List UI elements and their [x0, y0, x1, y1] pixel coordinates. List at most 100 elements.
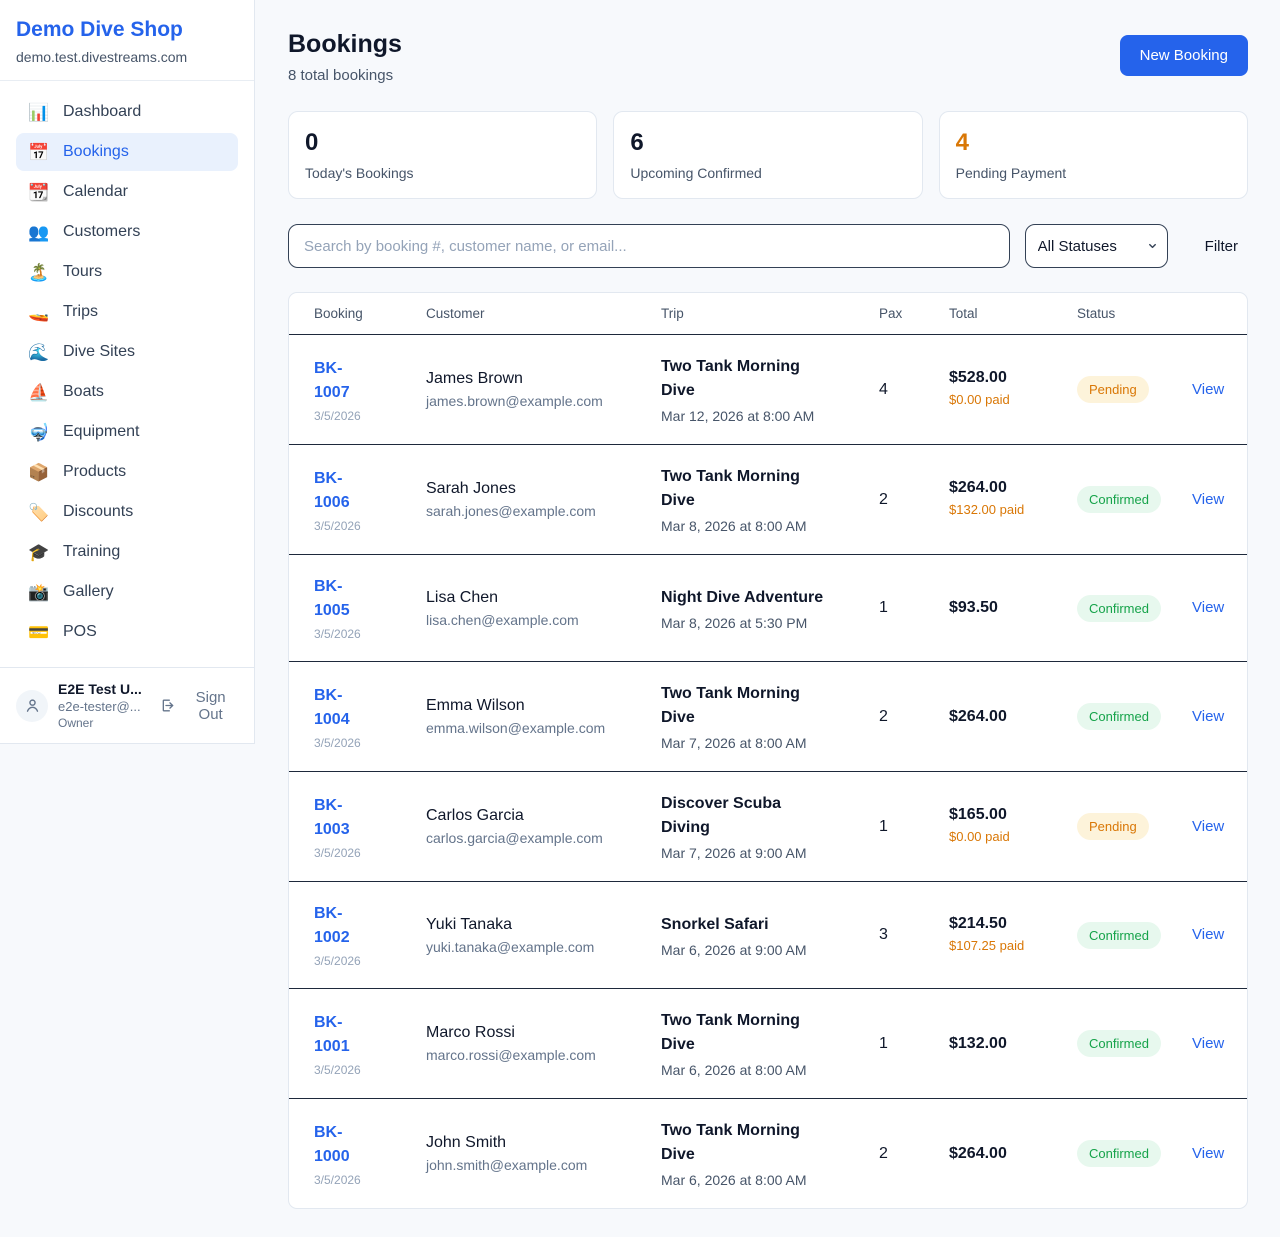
table-row: BK-1005 3/5/2026 Lisa Chen lisa.chen@exa…	[289, 555, 1247, 662]
paid-amount: $107.25 paid	[949, 937, 1025, 953]
view-link[interactable]: View	[1192, 1034, 1225, 1052]
trip-datetime: Mar 7, 2026 at 9:00 AM	[661, 845, 807, 861]
stat-label: Upcoming Confirmed	[630, 165, 762, 181]
sidebar-item-pos[interactable]: 💳 POS	[28, 622, 97, 642]
total-cell: $214.50 $107.25 paid	[949, 915, 1077, 956]
sidebar-item-bookings[interactable]: 📅 Bookings	[16, 133, 238, 171]
booking-cell: BK-1005 3/5/2026	[314, 575, 426, 641]
trip-cell: Two Tank Morning Dive Mar 12, 2026 at 8:…	[661, 355, 879, 424]
sidebar-item-discounts[interactable]: 🏷️ Discounts	[28, 502, 134, 522]
boats-icon: ⛵	[28, 382, 50, 402]
booking-id-link[interactable]: BK-1004	[314, 686, 350, 728]
sidebar-item-dive-sites[interactable]: 🌊 Dive Sites	[28, 342, 136, 362]
booking-cell: BK-1004 3/5/2026	[314, 684, 426, 750]
table-row: BK-1004 3/5/2026 Emma Wilson emma.wilson…	[289, 662, 1247, 772]
status-cell: Confirmed	[1077, 921, 1192, 949]
status-filter-select[interactable]: All Statuses	[1024, 224, 1168, 268]
booking-id-link[interactable]: BK-1001	[314, 1013, 350, 1055]
dive-sites-icon: 🌊	[28, 342, 50, 362]
trips-icon: 🚤	[28, 302, 50, 322]
shop-name: Demo Dive Shop	[16, 18, 183, 41]
view-link[interactable]: View	[1192, 490, 1225, 508]
sidebar-user-footer: E2E Test U... e2e-tester@... Owner Sign …	[0, 667, 254, 743]
filter-button[interactable]: Filter	[1199, 237, 1244, 256]
user-icon	[26, 699, 38, 712]
shop-domain: demo.test.divestreams.com	[16, 49, 188, 65]
page-header: Bookings 8 total bookings New Booking	[288, 30, 1248, 84]
pos-icon: 💳	[28, 622, 50, 642]
status-cell: Confirmed	[1077, 703, 1192, 730]
customer-cell: Emma Wilson emma.wilson@example.com	[426, 697, 661, 736]
actions-cell: View	[1192, 818, 1224, 836]
tours-icon: 🏝️	[28, 262, 50, 282]
sidebar-item-trips[interactable]: 🚤 Trips	[28, 302, 98, 322]
sidebar-item-equipment[interactable]: 🤿 Equipment	[28, 422, 140, 442]
total-cell: $165.00 $0.00 paid	[949, 806, 1077, 847]
booking-id-link[interactable]: BK-1002	[314, 905, 350, 946]
booking-id-link[interactable]: BK-1006	[314, 469, 350, 511]
booking-date: 3/5/2026	[314, 627, 361, 641]
trip-datetime: Mar 6, 2026 at 8:00 AM	[661, 1172, 807, 1188]
total-amount: $528.00	[949, 369, 1007, 387]
sidebar-item-gallery[interactable]: 📸 Gallery	[28, 582, 114, 602]
training-icon: 🎓	[28, 542, 50, 562]
status-badge: Confirmed	[1077, 486, 1161, 513]
view-link[interactable]: View	[1192, 817, 1225, 835]
status-cell: Confirmed	[1077, 594, 1192, 622]
actions-cell: View	[1192, 1035, 1224, 1053]
page-title: Bookings	[288, 30, 402, 58]
trip-name: Night Dive Adventure	[661, 588, 824, 606]
pax-value: 2	[879, 707, 888, 725]
user-email: e2e-tester@...	[58, 699, 141, 714]
sidebar-item-dashboard[interactable]: 📊 Dashboard	[28, 102, 142, 122]
trip-cell: Night Dive Adventure Mar 8, 2026 at 5:30…	[661, 586, 879, 631]
trip-name: Two Tank Morning Dive	[661, 1122, 800, 1163]
sidebar-item-training[interactable]: 🎓 Training	[28, 542, 121, 562]
paid-amount: $132.00 paid	[949, 502, 1025, 518]
actions-cell: View	[1192, 1145, 1224, 1163]
booking-date: 3/5/2026	[314, 408, 361, 423]
sign-out-button[interactable]: Sign Out	[160, 689, 238, 723]
sidebar-item-customers[interactable]: 👥 Customers	[28, 222, 141, 242]
new-booking-button[interactable]: New Booking	[1119, 35, 1248, 76]
view-link[interactable]: View	[1192, 1144, 1225, 1162]
table-row: BK-1007 3/5/2026 James Brown james.brown…	[289, 335, 1247, 445]
sidebar-item-boats[interactable]: ⛵ Boats	[28, 382, 104, 402]
user-role: Owner	[58, 716, 94, 730]
booking-id-link[interactable]: BK-1003	[314, 796, 350, 838]
view-link[interactable]: View	[1192, 707, 1225, 725]
customer-name: James Brown	[426, 370, 523, 387]
booking-id-link[interactable]: BK-1007	[314, 359, 350, 401]
customer-cell: John Smith john.smith@example.com	[426, 1134, 661, 1173]
status-badge: Confirmed	[1077, 594, 1161, 622]
customer-email: james.brown@example.com	[426, 393, 603, 409]
customer-name: Yuki Tanaka	[426, 915, 512, 933]
actions-cell: View	[1192, 599, 1224, 617]
sidebar-item-calendar[interactable]: 📆 Calendar	[28, 182, 128, 202]
customer-email: emma.wilson@example.com	[426, 720, 606, 736]
booking-id-link[interactable]: BK-1000	[314, 1123, 350, 1165]
status-badge: Confirmed	[1077, 1140, 1161, 1167]
trip-datetime: Mar 8, 2026 at 5:30 PM	[661, 614, 808, 631]
search-input[interactable]	[288, 224, 1010, 268]
booking-cell: BK-1001 3/5/2026	[314, 1011, 426, 1077]
sidebar-item-products[interactable]: 📦 Products	[28, 462, 127, 482]
view-link[interactable]: View	[1192, 599, 1225, 616]
status-badge: Confirmed	[1077, 1030, 1161, 1057]
view-link[interactable]: View	[1192, 380, 1225, 398]
total-cell: $264.00	[949, 1145, 1077, 1163]
sidebar-item-tours[interactable]: 🏝️ Tours	[28, 262, 103, 282]
status-cell: Pending	[1077, 813, 1192, 840]
pax-value: 3	[879, 926, 888, 943]
customer-cell: Carlos Garcia carlos.garcia@example.com	[426, 807, 661, 846]
trip-datetime: Mar 12, 2026 at 8:00 AM	[661, 408, 815, 424]
booking-id-link[interactable]: BK-1005	[314, 578, 350, 619]
trip-datetime: Mar 7, 2026 at 8:00 AM	[661, 735, 807, 751]
stat-card-todays-bookings: 0 Today's Bookings	[288, 111, 598, 199]
sign-out-label: Sign Out	[195, 688, 226, 723]
main-content: Bookings 8 total bookings New Booking 0 …	[256, 0, 1280, 1237]
view-link[interactable]: View	[1192, 926, 1225, 943]
customer-email: lisa.chen@example.com	[426, 611, 579, 628]
customer-name: Marco Rossi	[426, 1024, 515, 1041]
total-amount: $165.00	[949, 806, 1007, 824]
